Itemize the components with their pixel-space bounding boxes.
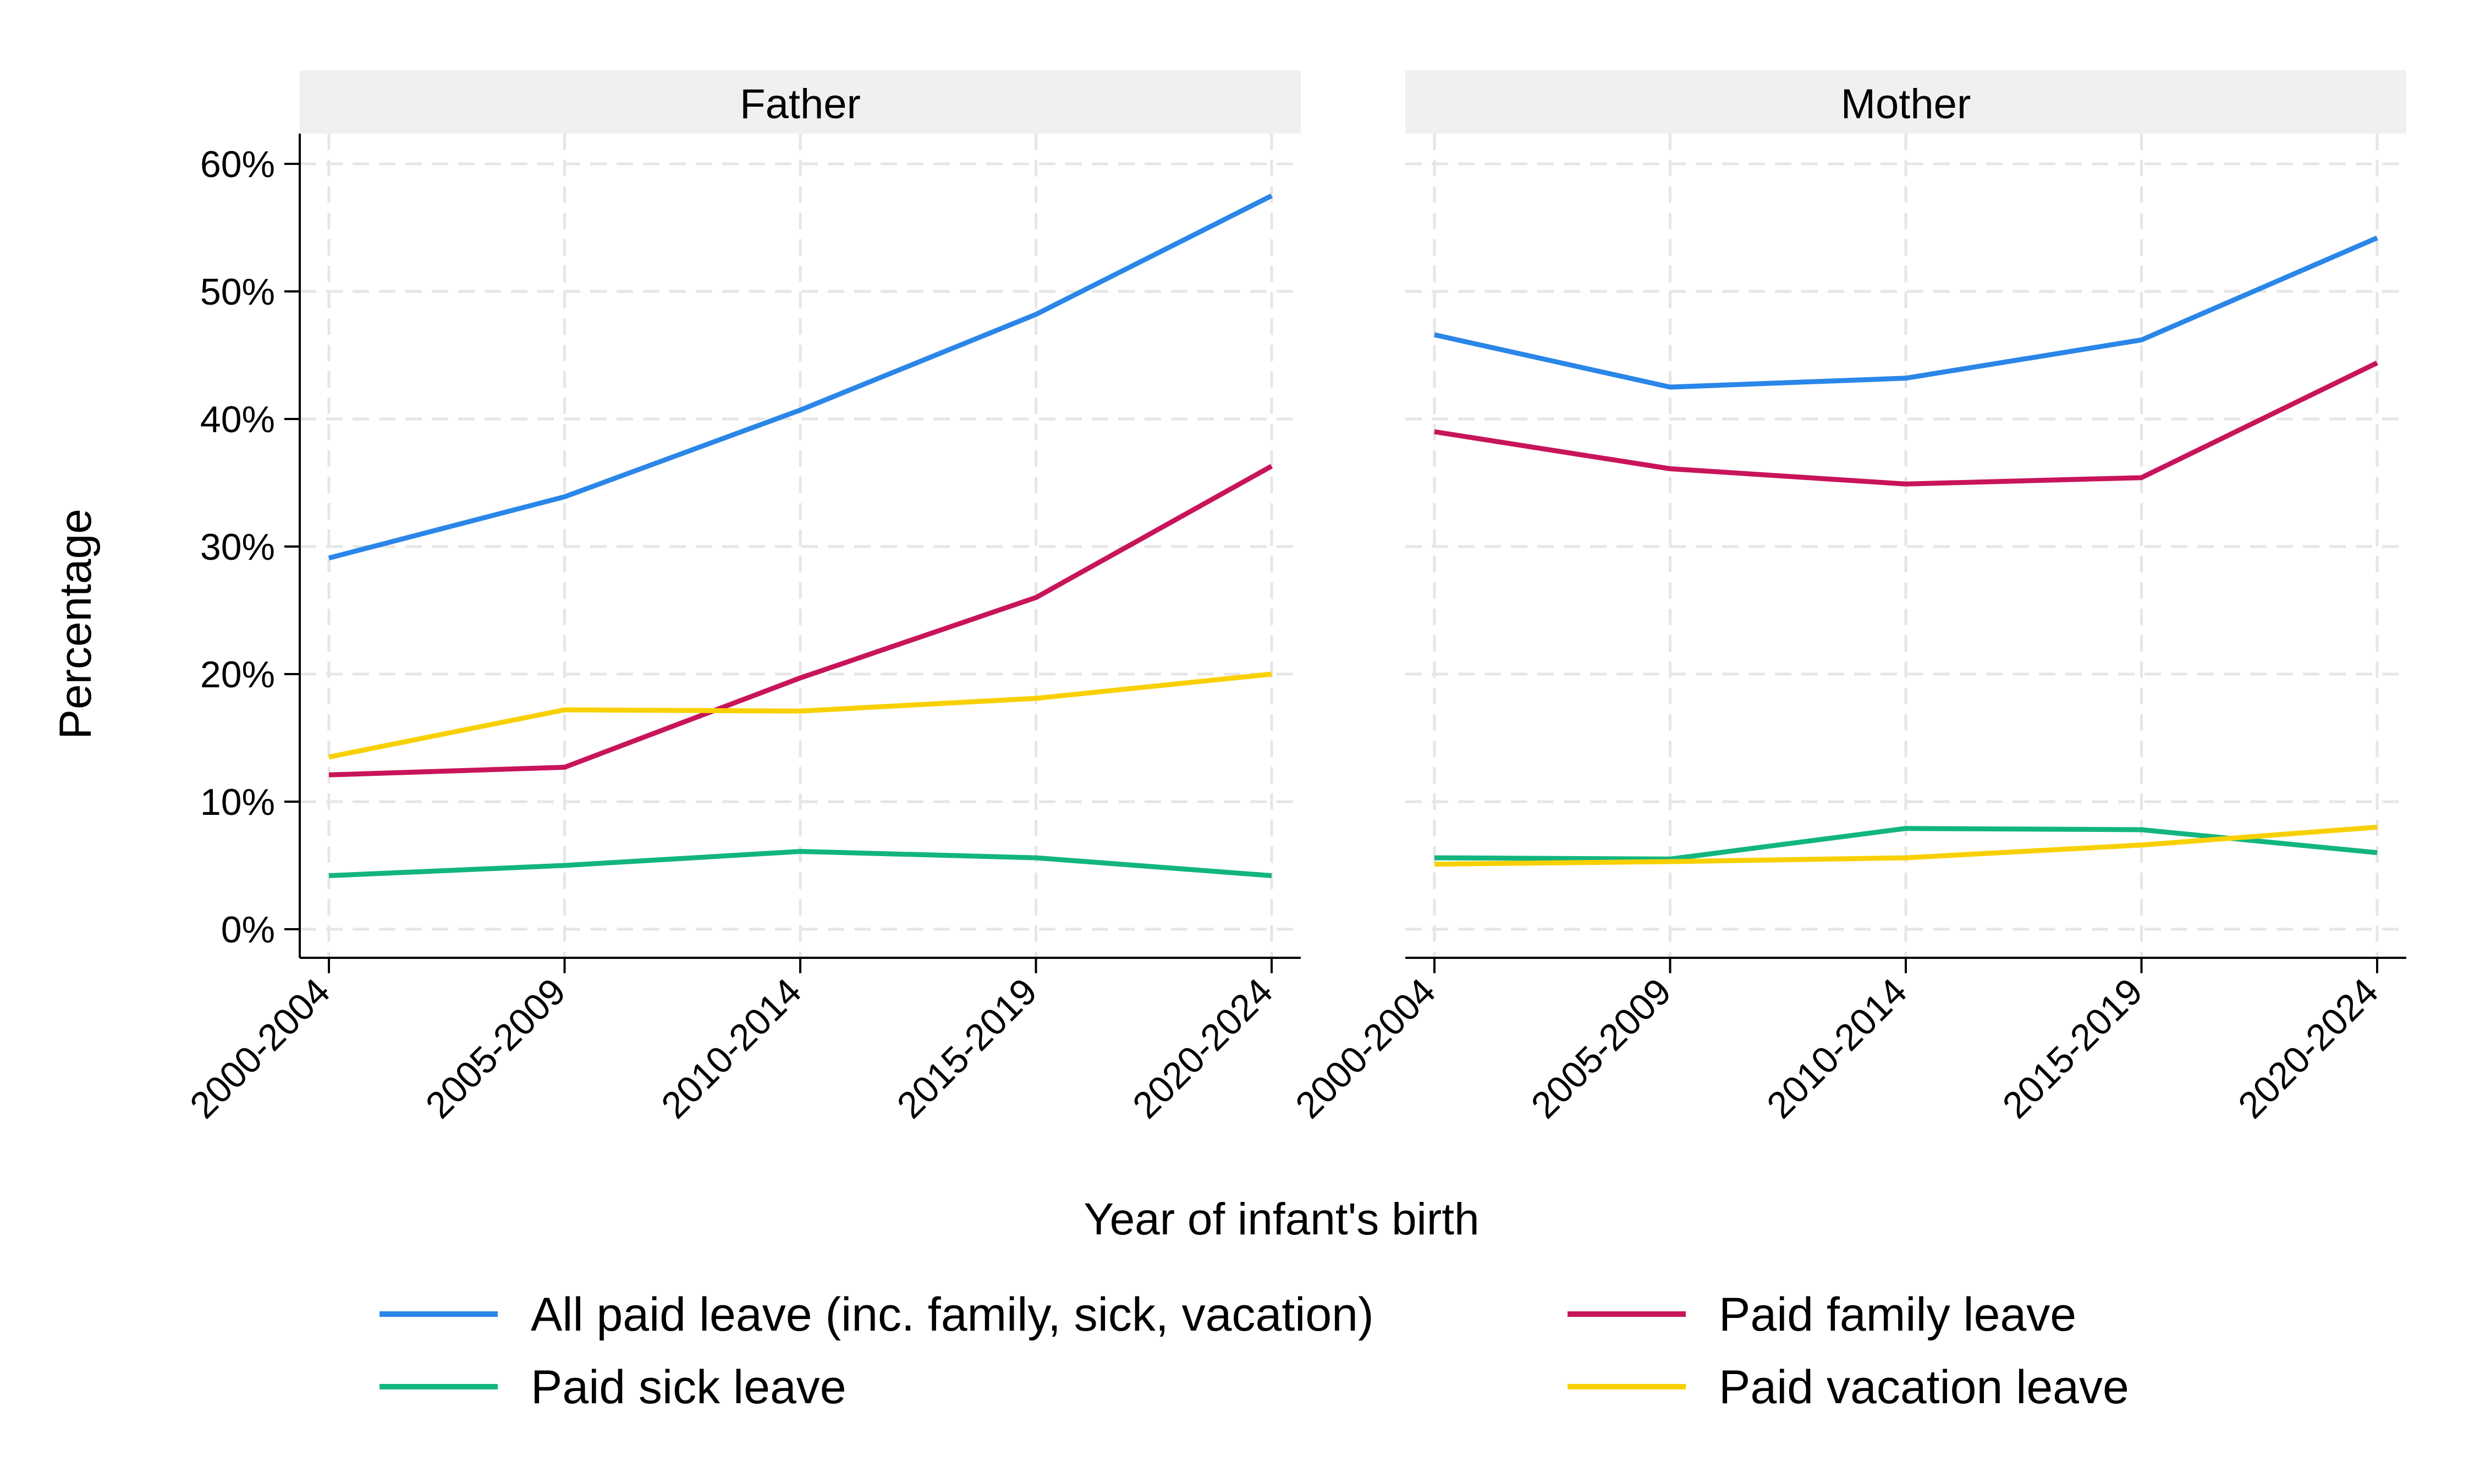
legend-label-all-paid-leave-inc-family-sick-vacation: All paid leave (inc. family, sick, vacat… (531, 1288, 1374, 1341)
grid-father (300, 134, 1301, 958)
y-tick-label: 30% (200, 526, 275, 568)
strip-mother (1405, 70, 2406, 134)
series-father (328, 193, 1273, 879)
legend-label-paid-sick-leave: Paid sick leave (531, 1361, 846, 1414)
legend: All paid leave (inc. family, sick, vacat… (380, 1288, 2129, 1414)
series-line-father-paid-vacation-leave (328, 671, 1272, 760)
series-line-mother-paid-family-leave (1434, 360, 2378, 487)
y-tick-label: 10% (200, 781, 275, 823)
panel-title-father: Father (740, 81, 861, 128)
series-line-mother-paid-vacation-leave (1434, 824, 2378, 867)
series-line-mother-all-paid-leave-inc-family-sick-vacation (1434, 235, 2378, 390)
x-axis-title: Year of infant's birth (1084, 1194, 1479, 1244)
grid-mother (1405, 134, 2406, 958)
y-tick-label: 20% (200, 654, 275, 696)
legend-label-paid-family-leave: Paid family leave (1719, 1288, 2076, 1341)
legend-label-paid-vacation-leave: Paid vacation leave (1719, 1361, 2129, 1414)
series-mother (1434, 235, 2378, 867)
series-line-father-paid-sick-leave (328, 849, 1272, 879)
series-line-father-paid-family-leave (328, 464, 1273, 777)
y-tick-label: 0% (221, 909, 275, 951)
series-line-father-all-paid-leave-inc-family-sick-vacation (328, 193, 1273, 561)
strip-father (300, 70, 1301, 134)
panel-title-mother: Mother (1841, 81, 1971, 128)
y-tick-label: 50% (200, 271, 275, 313)
y-axis-title: Percentage (51, 509, 101, 739)
y-tick-label: 40% (200, 399, 275, 440)
y-tick-label: 60% (200, 144, 275, 185)
